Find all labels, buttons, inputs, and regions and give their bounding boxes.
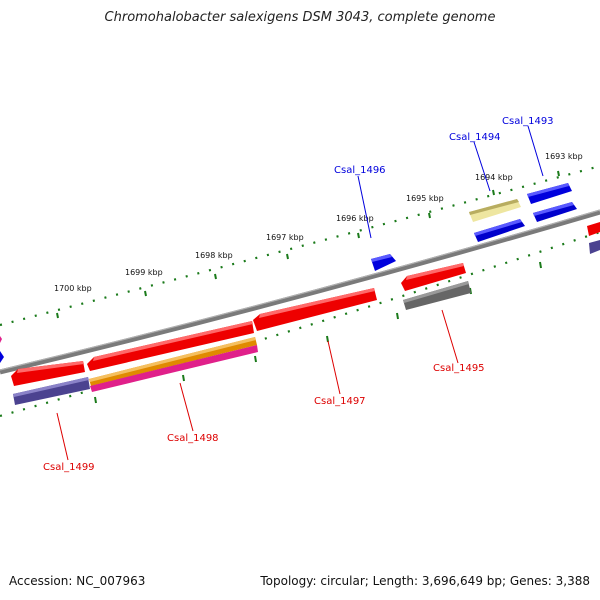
label-csal-1495: Csal_1495 [433, 363, 485, 374]
label-csal-1498: Csal_1498 [167, 433, 219, 444]
scale-label-1696: 1696 kbp [336, 214, 374, 223]
gene-edge-magenta-left [0, 336, 2, 343]
scale-label-1697: 1697 kbp [266, 233, 304, 242]
genome-backbone [0, 209, 600, 375]
map-title: Chromohalobacter salexigens DSM 3043, co… [104, 10, 496, 25]
label-csal-1499: Csal_1499 [43, 462, 95, 473]
gene-edge-purple-right [589, 240, 600, 254]
scale-label-1694: 1694 kbp [475, 173, 513, 182]
gene-csal-1494[interactable] [469, 199, 525, 242]
scale-label-1699: 1699 kbp [125, 268, 163, 277]
gene-edge-blue-left [0, 351, 4, 363]
leader-lines [56, 125, 544, 461]
gene-csal-1498[interactable] [87, 321, 258, 392]
gene-csal-1493[interactable] [527, 183, 577, 222]
gene-csal-1499[interactable] [11, 361, 90, 405]
gene-csal-1496[interactable] [371, 254, 396, 271]
scale-label-1695: 1695 kbp [406, 194, 444, 203]
gene-csal-1498-cog-magenta [90, 345, 258, 392]
outer-major-ticks [56, 170, 560, 319]
gene-edge-red-right [587, 222, 600, 236]
label-csal-1494: Csal_1494 [449, 132, 501, 143]
label-csal-1497: Csal_1497 [314, 396, 366, 407]
scale-label-1693: 1693 kbp [545, 152, 583, 161]
gene-csal-1495[interactable] [401, 263, 471, 310]
scale-label-1700: 1700 kbp [54, 284, 92, 293]
accession-text: Accession: NC_007963 [9, 574, 146, 588]
outer-scale-line [0, 164, 600, 327]
inner-scale-line [0, 230, 600, 418]
inner-major-ticks [94, 261, 542, 404]
scale-label-1698: 1698 kbp [195, 251, 233, 260]
label-csal-1496: Csal_1496 [334, 165, 386, 176]
genome-summary-text: Topology: circular; Length: 3,696,649 bp… [260, 574, 590, 588]
gene-csal-1497[interactable] [253, 288, 377, 331]
label-csal-1493: Csal_1493 [502, 116, 554, 127]
